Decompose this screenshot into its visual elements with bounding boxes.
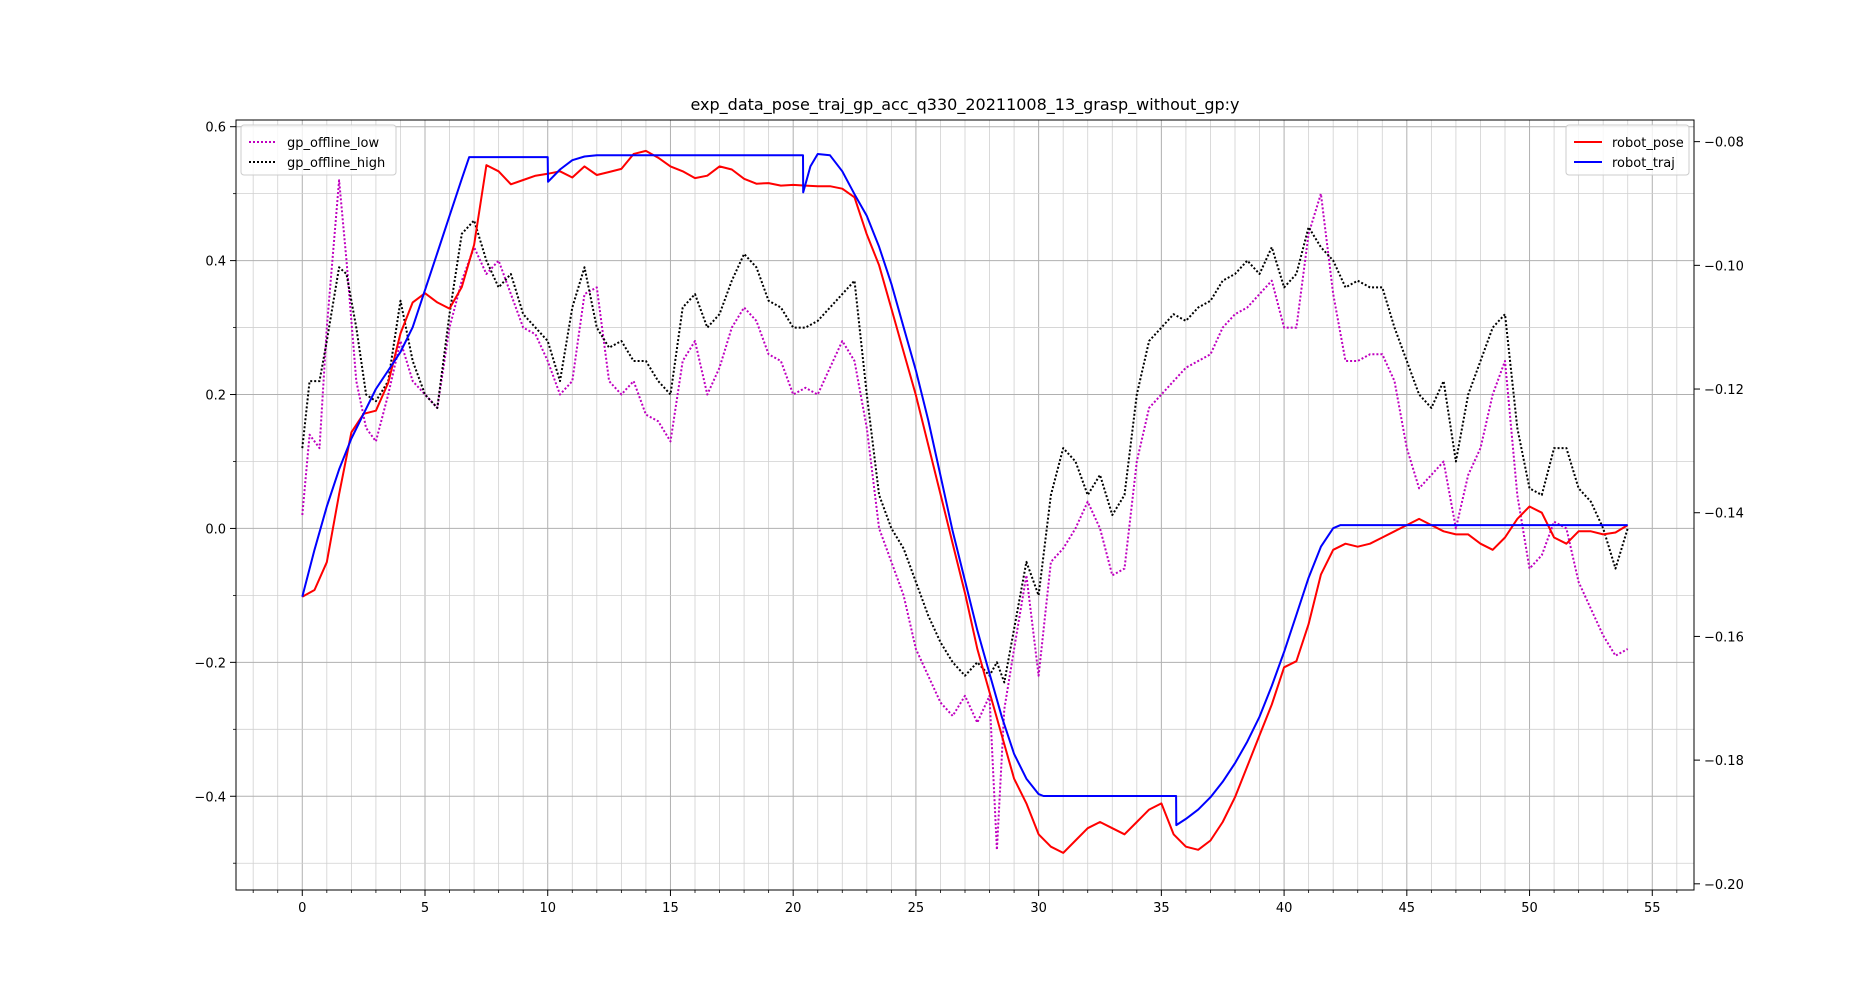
legend-right: robot_pose robot_traj xyxy=(1565,124,1690,176)
y-left-tick-label: 0.4 xyxy=(205,255,226,270)
y-right-tick-label: −0.14 xyxy=(1704,507,1744,522)
y-right-tick-label: −0.10 xyxy=(1704,259,1744,274)
x-tick-label: 30 xyxy=(1030,901,1047,916)
series-line-robot-traj xyxy=(301,153,1628,827)
x-tick-label: 25 xyxy=(908,901,925,916)
x-tick-label: 55 xyxy=(1644,901,1661,916)
x-tick-label: 20 xyxy=(785,901,802,916)
grid-lines xyxy=(236,120,1694,890)
y-right-tick-label: −0.08 xyxy=(1704,136,1744,151)
x-axis-ticks: 0 5 10 15 20 25 30 35 40 45 50 55 xyxy=(252,890,1678,916)
y-left-tick-label: 0.6 xyxy=(205,121,226,136)
y-axis-right-ticks: −0.20 −0.18 −0.16 −0.14 −0.12 −0.10 −0.08 xyxy=(1694,136,1744,893)
x-tick-label: 40 xyxy=(1276,901,1293,916)
legend-label-gp-offline-high: gp_offline_high xyxy=(287,156,385,171)
x-tick-label: 15 xyxy=(662,901,679,916)
y-left-tick-label: −0.4 xyxy=(194,790,226,805)
x-tick-label: 0 xyxy=(298,901,306,916)
chart-title: exp_data_pose_traj_gp_acc_q330_20211008_… xyxy=(690,95,1239,115)
legend-left-box xyxy=(240,124,397,176)
x-tick-label: 35 xyxy=(1153,901,1170,916)
y-left-tick-label: −0.2 xyxy=(194,656,226,671)
y-right-tick-label: −0.12 xyxy=(1704,383,1744,398)
y-left-tick-label: 0.2 xyxy=(205,389,226,404)
x-tick-label: 50 xyxy=(1521,901,1538,916)
x-tick-label: 45 xyxy=(1399,901,1416,916)
y-right-tick-label: −0.18 xyxy=(1704,754,1744,769)
x-tick-label: 10 xyxy=(539,901,556,916)
legend-left: gp_offline_low gp_offline_high xyxy=(240,124,397,176)
series-layer xyxy=(301,149,1629,854)
legend-label-gp-offline-low: gp_offline_low xyxy=(287,136,379,151)
series-line-gp-offline-low xyxy=(301,179,1629,851)
y-right-tick-label: −0.20 xyxy=(1704,878,1744,893)
legend-label-robot-pose: robot_pose xyxy=(1612,136,1684,151)
legend-label-robot-traj: robot_traj xyxy=(1612,156,1675,171)
y-left-tick-label: 0.0 xyxy=(205,522,226,537)
y-axis-left-ticks: −0.4 −0.2 0.0 0.2 0.4 0.6 xyxy=(194,121,236,864)
x-tick-label: 5 xyxy=(421,901,429,916)
y-right-tick-label: −0.16 xyxy=(1704,630,1744,645)
